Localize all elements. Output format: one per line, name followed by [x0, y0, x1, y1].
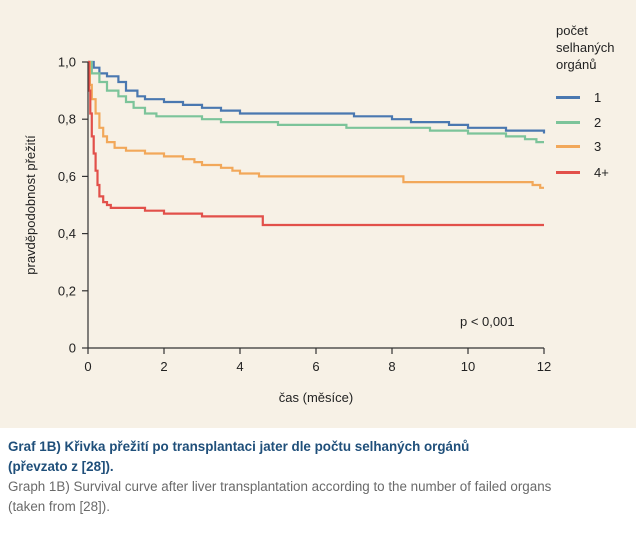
series-line-4plus: [88, 60, 544, 227]
y-tick-label: 0,4: [58, 226, 76, 241]
legend-item-1: 1: [556, 89, 601, 105]
caption-czech-line: (převzato z [28]).: [8, 459, 114, 474]
x-tick-label: 6: [312, 359, 319, 374]
x-tick-label: 2: [160, 359, 167, 374]
legend-title-line: orgánů: [556, 57, 597, 72]
legend-item-3: 3: [556, 138, 601, 154]
series-line-1: [88, 60, 546, 134]
y-tick-label: 0: [69, 341, 76, 356]
legend: počet selhaných orgánů 1 2 3 4+: [556, 22, 636, 180]
legend-label: 2: [594, 114, 602, 130]
y-tick-label: 1,0: [58, 55, 76, 70]
legend-title-line: selhaných: [556, 40, 615, 55]
legend-swatch: [556, 144, 580, 148]
p-value-annotation: p < 0,001: [460, 314, 515, 329]
y-axis-title: pravděpodobnost přežití: [23, 135, 38, 275]
x-tick-label: 0: [84, 359, 91, 374]
chart-ticks: 0 2 4 6 8 10 12 0 0,2 0,4 0,6 0,8 1,0: [58, 55, 551, 375]
legend-item-2: 2: [556, 114, 601, 130]
legend-title-line: počet: [556, 23, 588, 38]
x-tick-label: 12: [537, 359, 551, 374]
chart-panel: 0 2 4 6 8 10 12 0 0,2 0,4 0,6 0,8 1,0 pravděpodobnos…: [0, 0, 636, 428]
caption-english-line: (taken from [28]).: [8, 499, 110, 514]
survival-chart: 0 2 4 6 8 10 12 0 0,2 0,4 0,6 0,8 1,0 pravděpodobnos…: [23, 55, 551, 406]
legend-label: 3: [594, 138, 602, 154]
series-line-2: [88, 60, 544, 144]
y-tick-label: 0,6: [58, 169, 76, 184]
y-tick-label: 0,8: [58, 112, 76, 127]
x-tick-label: 4: [236, 359, 243, 374]
series-curves: [88, 60, 546, 227]
legend-swatch: [556, 170, 580, 174]
chart-axes: [87, 62, 544, 349]
series-line-3: [88, 60, 544, 189]
x-axis-title: čas (měsíce): [279, 390, 353, 405]
legend-swatch: [556, 95, 580, 99]
legend-label: 4+: [594, 164, 609, 180]
figure-caption: Graf 1B) Křivka přežití po transplantaci…: [8, 437, 638, 517]
legend-title: počet selhaných orgánů: [556, 22, 636, 73]
y-tick-label: 0,2: [58, 283, 76, 298]
legend-label: 1: [594, 89, 602, 105]
x-tick-label: 8: [388, 359, 395, 374]
legend-swatch: [556, 120, 580, 124]
caption-english-line: Graph 1B) Survival curve after liver tra…: [8, 479, 552, 494]
caption-czech-line: Graf 1B) Křivka přežití po transplantaci…: [8, 439, 470, 454]
legend-item-4plus: 4+: [556, 164, 609, 180]
x-tick-label: 10: [461, 359, 475, 374]
